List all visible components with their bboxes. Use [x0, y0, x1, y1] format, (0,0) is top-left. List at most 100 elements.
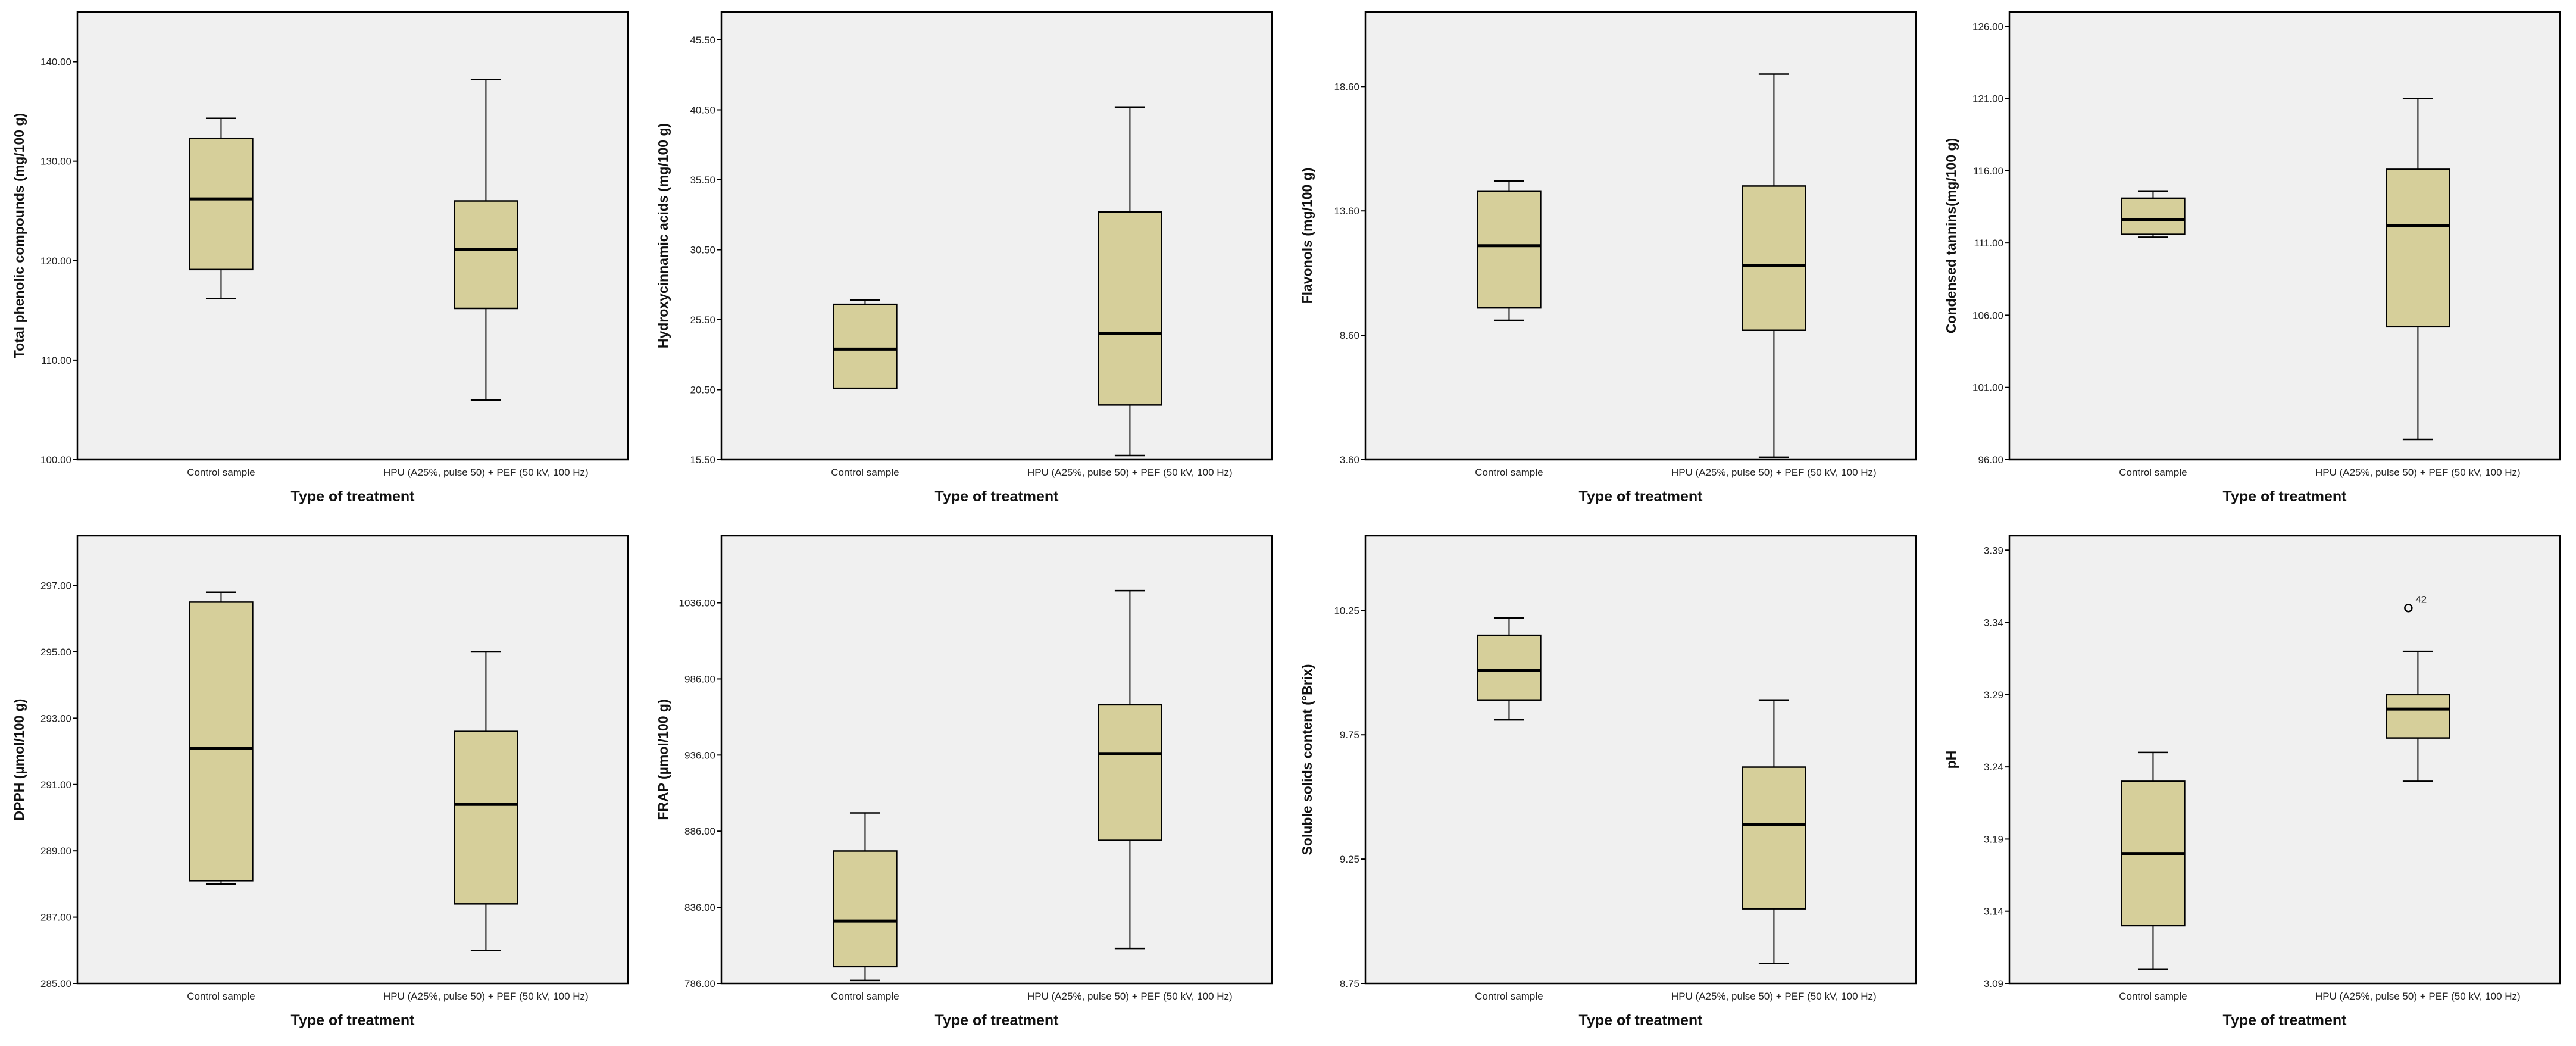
y-axis-label: Soluble solids content (°Brix) [1299, 664, 1315, 855]
x-axis-label: Type of treatment [935, 1012, 1059, 1029]
x-tick-label: HPU (A25%, pulse 50) + PEF (50 kV, 100 H… [2315, 991, 2521, 1002]
box-treatment [1742, 699, 1806, 964]
y-tick-label: 120.00 [40, 255, 71, 267]
y-tick-label: 297.00 [40, 580, 71, 592]
iqr-box [2386, 694, 2450, 739]
x-axis-label: Type of treatment [1579, 488, 1703, 505]
y-tick-label: 936.00 [684, 750, 715, 761]
box-control [833, 299, 898, 389]
x-tick-label: HPU (A25%, pulse 50) + PEF (50 kV, 100 H… [2315, 467, 2521, 478]
outlier-label: 42 [2415, 594, 2427, 605]
boxplot-panel-7: 8.75 9.25 9.75 10.25 Soluble solids content … [1299, 535, 1917, 1029]
y-tick-label: 126.00 [1972, 21, 2003, 32]
y-tick-label: 836.00 [684, 902, 715, 913]
iqr-box [1477, 634, 1542, 701]
x-tick-label: HPU (A25%, pulse 50) + PEF (50 kV, 100 H… [383, 467, 589, 478]
y-tick-label: 285.00 [40, 978, 71, 989]
y-tick-label: 295.00 [40, 647, 71, 658]
box-treatment [1098, 589, 1162, 950]
y-tick-label: 786.00 [684, 978, 715, 989]
x-axis-label: Type of treatment [291, 1012, 415, 1029]
y-tick-label: 96.00 [1978, 454, 2003, 466]
y-tick-label: 3.09 [1984, 978, 2003, 989]
x-tick-label: Control sample [2119, 991, 2187, 1002]
y-tick-label: 3.24 [1984, 761, 2003, 773]
y-tick-label: 3.29 [1984, 689, 2003, 701]
y-tick-label: 40.50 [690, 105, 715, 116]
y-axis-label: Flavonols (mg/100 g) [1299, 168, 1315, 304]
x-tick-label: HPU (A25%, pulse 50) + PEF (50 kV, 100 H… [1671, 991, 1877, 1002]
y-tick-label: 30.50 [690, 245, 715, 256]
y-axis-label: FRAP (µmol/100 g) [655, 699, 671, 820]
y-tick-label: 3.19 [1984, 833, 2003, 845]
y-tick-label: 3.14 [1984, 906, 2003, 917]
y-tick-label: 10.25 [1334, 605, 1359, 616]
x-tick-label: Control sample [2119, 467, 2187, 478]
x-axis-label: Type of treatment [1579, 1012, 1703, 1029]
y-tick-label: 9.75 [1340, 729, 1359, 741]
plot-area [1364, 11, 1917, 461]
y-tick-label: 18.60 [1334, 81, 1359, 92]
plot-area [76, 535, 629, 985]
box-treatment [2386, 650, 2450, 782]
box-control [1477, 180, 1542, 321]
y-tick-label: 20.50 [690, 385, 715, 396]
iqr-box [1742, 185, 1806, 332]
y-tick-label: 8.75 [1340, 978, 1359, 989]
plot-area [76, 11, 629, 461]
box-control [833, 812, 898, 982]
box-treatment [454, 651, 518, 951]
y-tick-label: 121.00 [1972, 93, 2003, 105]
y-tick-label: 287.00 [40, 912, 71, 923]
y-tick-label: 25.50 [690, 314, 715, 326]
iqr-box [1098, 211, 1162, 406]
y-tick-label: 35.50 [690, 174, 715, 186]
iqr-box [1098, 704, 1162, 841]
iqr-box [833, 303, 898, 389]
outlier-point [2404, 604, 2413, 613]
boxplot-panel-5: 285.00 287.00 289.00 291.00 293.00 295.00 297.… [11, 535, 629, 1029]
box-control [2121, 751, 2186, 970]
boxplot-panel-1: 100.00 110.00 120.00 130.00 140.00 Total phen… [11, 11, 629, 505]
y-tick-label: 116.00 [1973, 166, 2003, 177]
y-tick-label: 3.60 [1340, 454, 1359, 466]
plot-area [2008, 535, 2561, 985]
box-treatment [2386, 98, 2450, 441]
y-tick-label: 15.50 [690, 454, 715, 466]
x-tick-label: Control sample [1475, 991, 1543, 1002]
y-tick-label: 130.00 [40, 156, 71, 167]
y-tick-label: 886.00 [684, 826, 715, 837]
plot-area [2008, 11, 2561, 461]
y-tick-label: 1036.00 [679, 598, 715, 609]
y-tick-label: 293.00 [40, 713, 71, 724]
iqr-box [189, 601, 254, 882]
iqr-box [2386, 168, 2450, 328]
iqr-box [1477, 190, 1542, 309]
y-tick-label: 289.00 [40, 845, 71, 857]
box-control [2121, 190, 2186, 238]
plot-area [1364, 535, 1917, 985]
x-axis-label: Type of treatment [2223, 1012, 2347, 1029]
y-tick-label: 110.00 [41, 355, 71, 366]
iqr-box [189, 137, 254, 271]
x-tick-label: HPU (A25%, pulse 50) + PEF (50 kV, 100 H… [1671, 467, 1877, 478]
y-axis-label: Hydroxycinnamic acids (mg/100 g) [655, 123, 671, 348]
x-tick-label: HPU (A25%, pulse 50) + PEF (50 kV, 100 H… [1027, 467, 1233, 478]
boxplot-panel-4: 96.00 101.00 106.00 111.00 116.00 121.00 126.0… [1943, 11, 2561, 505]
y-axis-label: pH [1943, 751, 1959, 769]
x-tick-label: HPU (A25%, pulse 50) + PEF (50 kV, 100 H… [383, 991, 589, 1002]
box-treatment [1742, 73, 1806, 458]
x-tick-label: Control sample [187, 467, 255, 478]
plot-area [720, 11, 1273, 461]
x-axis-label: Type of treatment [291, 488, 415, 505]
boxplot-panel-6: 786.00 836.00 886.00 936.00 986.00 1036.00 FRA… [655, 535, 1273, 1029]
y-tick-label: 13.60 [1334, 205, 1359, 217]
box-treatment [454, 79, 518, 401]
x-tick-label: Control sample [831, 991, 899, 1002]
y-tick-label: 45.50 [690, 35, 715, 46]
y-axis-label: Condensed tannins(mg/100 g) [1943, 138, 1959, 333]
iqr-box [454, 730, 518, 905]
y-tick-label: 101.00 [1972, 382, 2003, 394]
box-treatment [1098, 106, 1162, 457]
